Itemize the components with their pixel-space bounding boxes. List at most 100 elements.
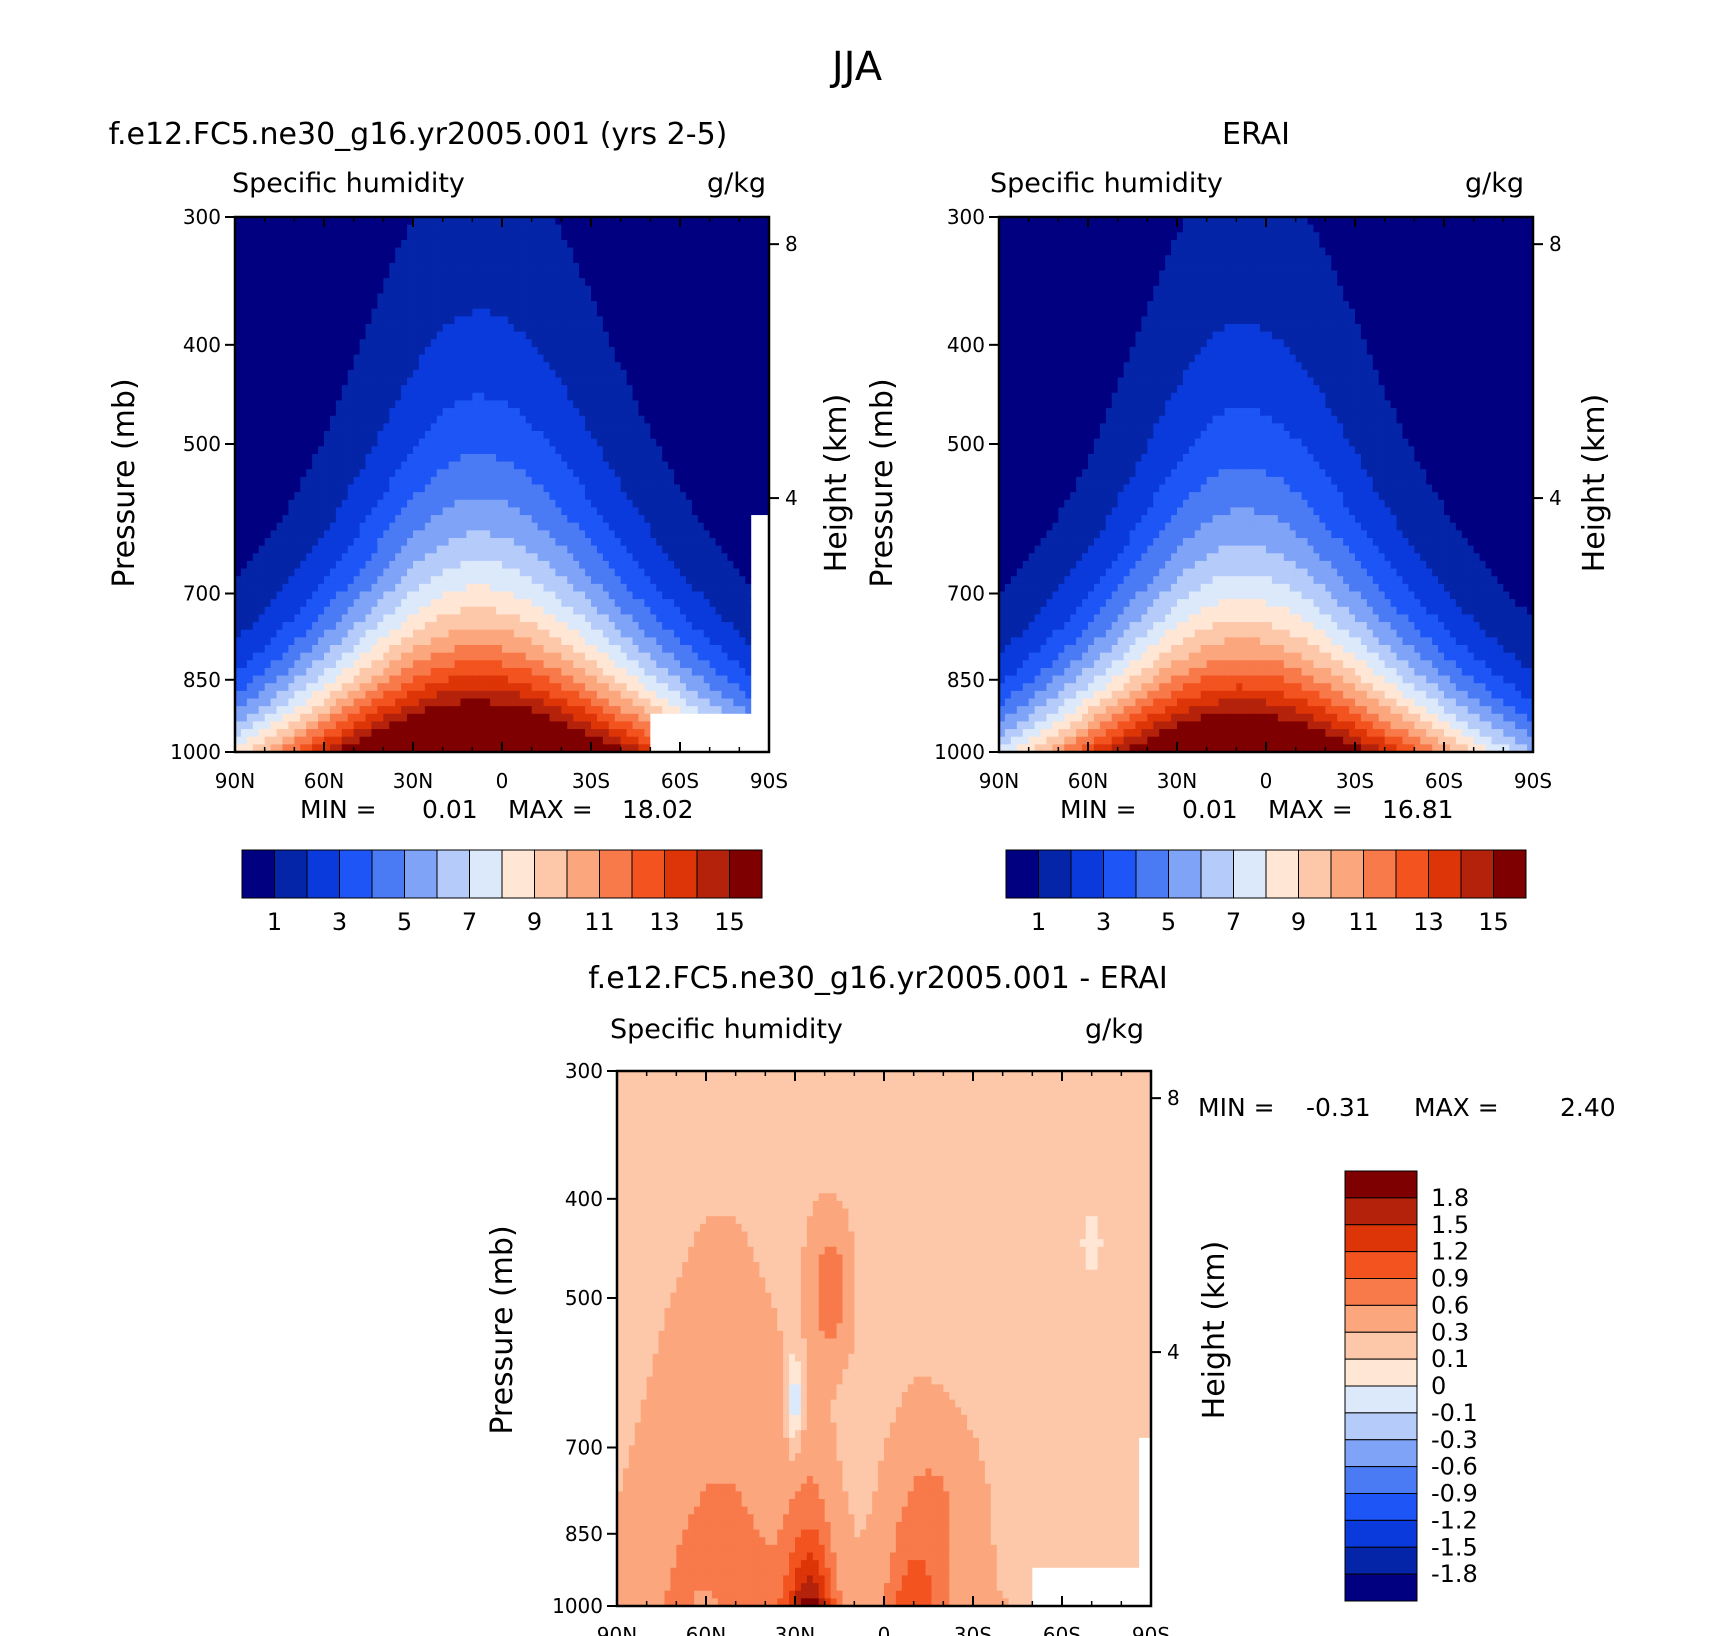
field-cell [668, 308, 675, 317]
field-cell [519, 270, 527, 279]
field-cell [721, 461, 729, 470]
field-cell [484, 461, 491, 470]
field-cell [240, 247, 248, 256]
field-cell [288, 316, 295, 325]
field-cell [389, 461, 396, 470]
field-cell [246, 499, 254, 509]
field-cell [620, 423, 628, 432]
field-cell [335, 438, 343, 447]
field-cell [484, 408, 491, 417]
field-cell [650, 408, 657, 417]
field-cell [650, 484, 657, 493]
field-cell [276, 453, 284, 463]
field-cell [703, 316, 711, 325]
field-cell [442, 232, 450, 241]
field-cell [739, 476, 746, 486]
field-cell [377, 591, 384, 600]
field-cell [703, 515, 711, 524]
field-cell [276, 622, 284, 631]
field-cell [543, 247, 551, 256]
field-cell [662, 446, 669, 455]
field-cell [270, 637, 278, 646]
field-cell [739, 362, 746, 371]
field-cell [525, 431, 533, 440]
field-cell [436, 247, 444, 256]
field-cell [620, 255, 628, 264]
field-cell [608, 346, 616, 356]
field-cell [300, 522, 307, 531]
field-cell [407, 255, 414, 264]
field-cell [371, 316, 378, 325]
field-cell [395, 576, 402, 585]
field-cell [525, 530, 533, 539]
field-cell [490, 431, 497, 440]
field-cell [335, 576, 343, 585]
field-cell [300, 469, 307, 478]
field-cell [757, 408, 764, 417]
field-cell [454, 415, 462, 424]
field-cell [703, 385, 711, 394]
field-cell [638, 217, 645, 226]
field-cell [644, 530, 651, 539]
field-cell [300, 431, 307, 440]
field-cell [282, 629, 289, 638]
field-cell [246, 369, 254, 379]
field-cell [591, 346, 598, 356]
field-cell [312, 362, 319, 371]
field-cell [757, 469, 764, 478]
field-cell [555, 377, 562, 386]
field-cell [258, 262, 266, 272]
field-cell [300, 438, 307, 447]
field-cell [306, 232, 313, 241]
field-cell [591, 324, 598, 333]
field-cell [246, 224, 254, 233]
field-cell [561, 415, 568, 424]
field-cell [306, 423, 313, 432]
field-cell [668, 262, 675, 272]
field-cell [519, 232, 527, 241]
field-cell [448, 224, 456, 233]
field-cell [258, 614, 266, 623]
field-cell [377, 522, 384, 531]
field-cell [608, 599, 616, 608]
field-cell [478, 599, 485, 608]
field-cell [591, 224, 598, 233]
field-cell [638, 438, 645, 447]
field-cell [359, 553, 367, 562]
field-cell [579, 324, 586, 333]
field-cell [430, 469, 438, 478]
field-cell [739, 339, 746, 348]
field-cell [519, 247, 527, 256]
field-cell [727, 507, 734, 516]
field-cell [543, 369, 551, 379]
field-cell [258, 583, 266, 593]
field-cell [335, 515, 343, 524]
field-cell [579, 507, 586, 516]
field-cell [709, 499, 717, 509]
field-cell [567, 522, 574, 531]
field-cell [644, 278, 651, 287]
field-cell [644, 476, 651, 486]
field-cell [329, 515, 337, 524]
field-cell [235, 369, 242, 379]
field-cell [442, 469, 450, 478]
field-cell [608, 232, 616, 241]
field-cell [727, 538, 734, 547]
field-cell [401, 331, 408, 340]
field-cell [478, 576, 485, 585]
field-cell [276, 392, 284, 402]
field-cell [478, 408, 485, 417]
field-cell [703, 369, 711, 379]
field-cell [626, 408, 634, 417]
field-cell [502, 339, 509, 348]
field-cell [745, 285, 752, 295]
field-cell [312, 576, 319, 585]
field-cell [656, 492, 663, 501]
field-cell [365, 553, 373, 562]
field-cell [318, 461, 325, 470]
field-cell [389, 324, 396, 333]
field-cell [341, 408, 349, 417]
field-cell [413, 568, 420, 577]
field-cell [490, 530, 497, 539]
field-cell [573, 553, 580, 562]
